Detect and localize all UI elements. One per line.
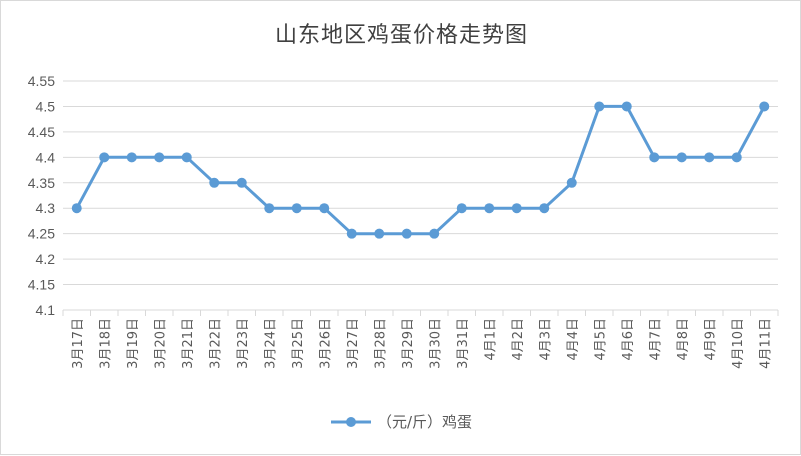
y-tick-label: 4.25 xyxy=(28,226,55,242)
data-point xyxy=(731,152,742,163)
x-tick-label: 3月17日 xyxy=(71,318,86,369)
data-point xyxy=(71,203,82,214)
x-tick-label: 4月6日 xyxy=(621,318,636,361)
y-tick-label: 4.2 xyxy=(36,251,56,267)
data-point xyxy=(291,203,302,214)
x-tick-label: 3月25日 xyxy=(291,318,306,369)
x-tick-label: 4月10日 xyxy=(731,318,746,369)
data-point xyxy=(99,152,110,163)
x-tick-label: 4月2日 xyxy=(511,318,526,361)
data-point xyxy=(126,152,137,163)
data-point xyxy=(154,152,165,163)
legend: （元/斤）鸡蛋 xyxy=(1,411,801,432)
y-tick-label: 4.3 xyxy=(36,200,56,216)
x-tick-label: 4月5日 xyxy=(593,318,608,361)
x-axis: 3月17日 3月18日 3月19日 3月20日 3月21日 3月22日 3月23日 3月24日… xyxy=(62,310,779,369)
x-tick-label: 3月19日 xyxy=(126,318,141,369)
x-tick-label: 4月8日 xyxy=(676,318,691,361)
x-tick-label: 3月22日 xyxy=(208,318,223,369)
data-point xyxy=(401,228,412,239)
data-points xyxy=(71,101,770,239)
data-point xyxy=(511,203,522,214)
y-tick-label: 4.5 xyxy=(36,98,56,114)
data-point xyxy=(539,203,550,214)
data-point xyxy=(209,177,220,188)
x-tick-label: 3月23日 xyxy=(236,318,251,369)
series-line xyxy=(75,104,766,236)
data-point xyxy=(484,203,495,214)
legend-label: （元/斤）鸡蛋 xyxy=(376,413,473,431)
x-tick-label: 4月1日 xyxy=(483,318,498,361)
data-point xyxy=(759,101,770,112)
data-point xyxy=(346,228,357,239)
x-tick-label: 4月11日 xyxy=(758,318,773,369)
x-tick-label: 3月29日 xyxy=(401,318,416,369)
x-tick-label: 3月28日 xyxy=(373,318,388,369)
data-point xyxy=(676,152,687,163)
x-tick-label: 4月4日 xyxy=(566,318,581,361)
chart-title: 山东地区鸡蛋价格走势图 xyxy=(274,23,528,48)
x-tick-label: 3月27日 xyxy=(346,318,361,369)
y-tick-label: 4.45 xyxy=(28,124,55,140)
data-point xyxy=(181,152,192,163)
data-point xyxy=(319,203,330,214)
y-tick-label: 4.4 xyxy=(36,149,56,165)
data-point xyxy=(649,152,660,163)
x-tick-label: 3月31日 xyxy=(456,318,471,369)
legend-line-marker-icon xyxy=(330,416,371,427)
x-tick-label: 3月18日 xyxy=(98,318,113,369)
y-tick-label: 4.1 xyxy=(36,302,56,318)
x-tick-label: 4月7日 xyxy=(648,318,663,361)
y-tick-label: 4.55 xyxy=(28,73,55,89)
y-tick-label: 4.35 xyxy=(28,175,55,191)
x-tick-label: 3月20日 xyxy=(153,318,168,369)
x-tick-label: 4月9日 xyxy=(703,318,718,361)
data-point xyxy=(456,203,467,214)
data-point xyxy=(429,228,440,239)
data-point xyxy=(236,177,247,188)
gridlines xyxy=(63,80,778,311)
data-point xyxy=(594,101,605,112)
x-tick-label: 3月21日 xyxy=(181,318,196,369)
data-point xyxy=(264,203,275,214)
x-tick-label: 3月26日 xyxy=(318,318,333,369)
y-tick-label: 4.15 xyxy=(28,277,55,293)
data-point xyxy=(566,177,577,188)
data-point xyxy=(621,101,632,112)
data-point xyxy=(374,228,385,239)
x-tick-label: 4月3日 xyxy=(538,318,553,361)
x-tick-label: 3月24日 xyxy=(263,318,278,369)
y-axis: 4.55 4.5 4.45 4.4 4.35 4.3 4.25 4.2 4.15 4.1 xyxy=(28,73,55,318)
data-point xyxy=(704,152,715,163)
x-tick-label: 3月30日 xyxy=(428,318,443,369)
